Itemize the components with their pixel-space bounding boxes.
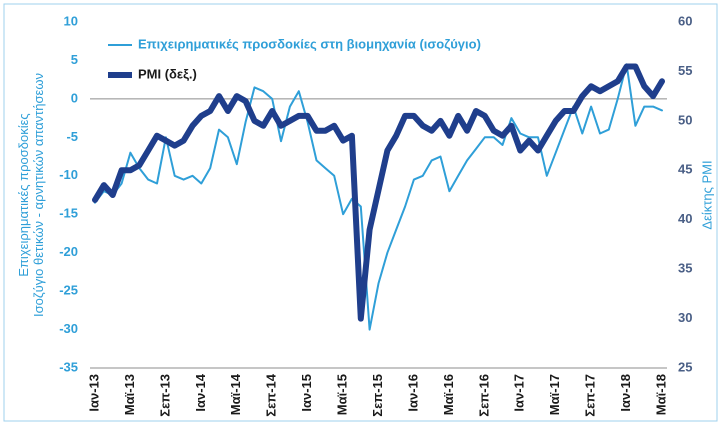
x-tick-label: Ιαν-15 xyxy=(299,374,314,412)
x-tick-label: Σεπ-17 xyxy=(583,374,598,417)
legend-label: Επιχειρηματικές προσδοκίες στη βιομηχανί… xyxy=(138,36,481,51)
y2-tick-label: 60 xyxy=(678,13,692,28)
y-tick-label: -10 xyxy=(59,167,78,182)
y-axis-label-line: Επιχειρηματικές προσδοκίες xyxy=(16,113,31,276)
series-line xyxy=(94,63,663,331)
y2-tick-label: 30 xyxy=(678,310,692,325)
y-tick-label: -20 xyxy=(59,244,78,259)
y2-tick-label: 35 xyxy=(678,261,692,276)
series-line xyxy=(92,63,665,322)
x-tick-label: Μαϊ-18 xyxy=(653,374,668,415)
y-tick-label: 0 xyxy=(71,90,78,105)
y2-tick-label: 55 xyxy=(678,63,692,78)
legend-label: PMI (δεξ.) xyxy=(138,66,197,81)
x-tick-label: Σεπ-16 xyxy=(476,374,491,417)
y-tick-label: -25 xyxy=(59,283,78,298)
y2-axis-label: Δείκτης PMI xyxy=(699,160,714,229)
x-tick-label: Μαϊ-13 xyxy=(122,374,137,415)
y2-tick-label: 40 xyxy=(678,211,692,226)
y-tick-label: 10 xyxy=(64,13,78,28)
x-tick-label: Μαϊ-14 xyxy=(228,373,243,415)
x-tick-label: Ιαν-13 xyxy=(86,374,101,412)
y2-tick-label: 45 xyxy=(678,162,692,177)
y-axis-label: Επιχειρηματικές προσδοκίεςΙσοζύγιο θετικ… xyxy=(16,73,46,317)
y-axis-label-line: Ισοζύγιο θετικών - αρνητικών απαντήσεων xyxy=(31,73,46,317)
y-tick-label: -5 xyxy=(66,129,78,144)
x-tick-label: Σεπ-13 xyxy=(157,374,172,417)
x-tick-label: Ιαν-14 xyxy=(193,373,208,411)
y-tick-label: -30 xyxy=(59,321,78,336)
x-tick-label: Σεπ-15 xyxy=(370,374,385,417)
x-tick-label: Ιαν-16 xyxy=(405,374,420,412)
x-tick-label: Ιαν-17 xyxy=(512,374,527,412)
y2-tick-label: 50 xyxy=(678,112,692,127)
chart-frame xyxy=(3,3,718,422)
y2-tick-label: 25 xyxy=(678,359,692,374)
x-tick-label: Σεπ-14 xyxy=(264,373,279,416)
x-tick-label: Μαϊ-17 xyxy=(547,374,562,415)
y-tick-label: -35 xyxy=(59,359,78,374)
x-tick-label: Μαϊ-15 xyxy=(335,374,350,415)
x-tick-label: Μαϊ-16 xyxy=(441,374,456,415)
y-tick-label: 5 xyxy=(71,52,78,67)
y-tick-label: -15 xyxy=(59,206,78,221)
x-tick-label: Ιαν-18 xyxy=(618,374,633,412)
